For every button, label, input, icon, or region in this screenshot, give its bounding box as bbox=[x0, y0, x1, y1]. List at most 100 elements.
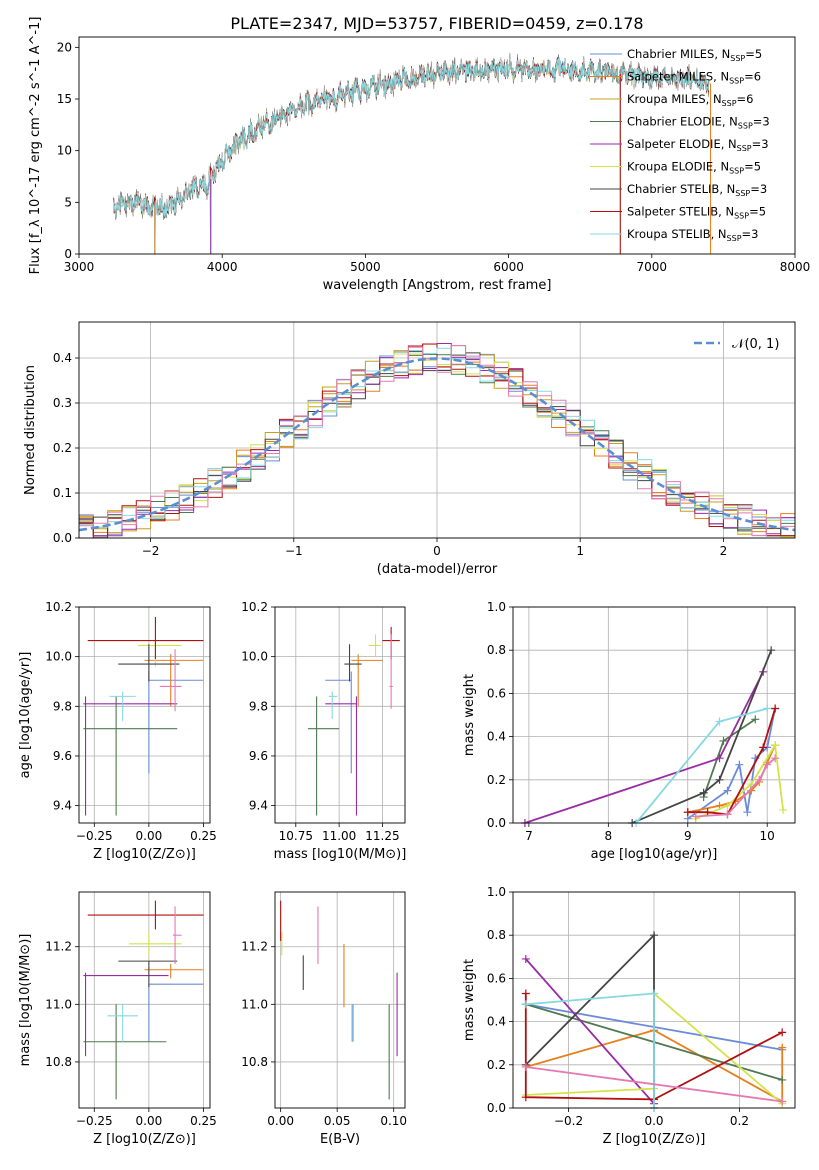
spectrum-model-line-9 bbox=[113, 57, 710, 254]
legend-label: Salpeter STELIB, NSSP=5 bbox=[627, 205, 766, 221]
y-tick-label: 5 bbox=[64, 195, 72, 209]
x-tick-label: 0.05 bbox=[324, 1114, 351, 1128]
y-axis-label: mass weight bbox=[462, 959, 477, 1041]
x-tick-label: −2 bbox=[142, 544, 160, 558]
weight-marker bbox=[715, 754, 724, 763]
y-tick-label: 11.0 bbox=[45, 997, 72, 1011]
axes-frame bbox=[78, 606, 211, 824]
weight-marker bbox=[719, 736, 728, 745]
axes-frame bbox=[78, 891, 211, 1109]
x-tick-label: 0.00 bbox=[136, 829, 163, 843]
x-tick-label: 5000 bbox=[350, 260, 381, 274]
y-axis-label: age [log10(age/yr)] bbox=[18, 652, 33, 779]
spectrum-model-line-6 bbox=[113, 57, 710, 254]
weight-marker bbox=[521, 989, 530, 998]
x-axis-label: age [log10(age/yr)] bbox=[591, 847, 718, 862]
y-tick-label: 0.4 bbox=[487, 730, 506, 744]
y-tick-label: 0.0 bbox=[487, 1101, 506, 1115]
y-tick-label: 0.2 bbox=[53, 441, 72, 455]
y-axis-label: mass weight bbox=[462, 674, 477, 756]
x-tick-label: 10.75 bbox=[279, 829, 313, 843]
y-axis-label: mass [log10(M/M⊙)] bbox=[18, 934, 33, 1067]
y-tick-label: 10.2 bbox=[241, 600, 268, 614]
x-tick-label: 8000 bbox=[780, 260, 811, 274]
x-tick-label: 0.10 bbox=[380, 1114, 407, 1128]
spectrum-panel: 3000 4000 5000 6000 7000 8000 0 5 10 15 20 waveleng… bbox=[28, 17, 810, 293]
x-tick-label: 0.25 bbox=[190, 829, 217, 843]
age-vs-metallicity-panel: −0.25 0.00 0.25 9.4 9.6 9.8 10.0 10.2 Z [log10(Z… bbox=[18, 600, 217, 862]
weight-marker bbox=[715, 775, 724, 784]
weight-marker bbox=[650, 931, 658, 940]
y-tick-label: 0.0 bbox=[53, 531, 72, 545]
weight-marker bbox=[751, 715, 760, 724]
x-tick-label: −0.2 bbox=[554, 1114, 583, 1128]
figure-title: PLATE=2347, MJD=53757, FIBERID=0459, z=0… bbox=[230, 14, 643, 33]
y-tick-label: 0.4 bbox=[53, 351, 72, 365]
weight-vs-age-panel: 7 8 9 10 0.0 0.2 0.4 0.6 0.8 1.0 age [log10(age/yr… bbox=[462, 600, 796, 862]
weight-marker bbox=[747, 780, 756, 789]
y-tick-label: 15 bbox=[57, 92, 72, 106]
axes-frame bbox=[274, 891, 406, 1109]
residual-histogram-9 bbox=[79, 347, 795, 537]
x-tick-label: 7 bbox=[525, 829, 533, 843]
weight-marker bbox=[521, 1093, 530, 1102]
weight-marker bbox=[778, 1043, 787, 1052]
weight-series-4 bbox=[525, 958, 655, 1105]
weight-marker bbox=[743, 808, 752, 817]
x-tick-label: 11.25 bbox=[365, 829, 399, 843]
weight-marker bbox=[723, 810, 732, 819]
x-tick-label: 2 bbox=[720, 544, 728, 558]
weight-series-9 bbox=[525, 1066, 783, 1103]
x-tick-label: 8 bbox=[605, 829, 613, 843]
legend-label: Kroupa ELODIE, NSSP=5 bbox=[627, 160, 761, 176]
weight-marker bbox=[771, 704, 780, 713]
y-tick-label: 10.0 bbox=[45, 650, 72, 664]
y-tick-label: 10.0 bbox=[241, 650, 268, 664]
weight-marker bbox=[771, 754, 780, 763]
axes-frame bbox=[78, 321, 796, 539]
y-axis-label: Normed distribution bbox=[23, 365, 38, 495]
weight-marker bbox=[763, 760, 772, 769]
legend-label: Kroupa MILES, NSSP=6 bbox=[627, 92, 753, 108]
y-tick-label: 20 bbox=[57, 40, 72, 54]
y-tick-label: 9.4 bbox=[249, 799, 268, 813]
weight-marker bbox=[521, 1062, 530, 1071]
y-tick-label: 1.0 bbox=[487, 885, 506, 899]
y-tick-label: 9.4 bbox=[53, 799, 72, 813]
normal-curve bbox=[78, 357, 796, 532]
weight-marker bbox=[521, 1000, 530, 1009]
x-tick-label: 4000 bbox=[207, 260, 238, 274]
weight-marker bbox=[778, 1028, 787, 1037]
x-tick-label: 3000 bbox=[64, 260, 95, 274]
x-tick-label: 0.0 bbox=[644, 1114, 663, 1128]
legend-label: Chabrier STELIB, NSSP=3 bbox=[627, 182, 767, 198]
weight-marker bbox=[755, 775, 764, 784]
weight-series-7 bbox=[524, 993, 783, 1101]
x-tick-label: 7000 bbox=[637, 260, 668, 274]
weight-marker bbox=[778, 1097, 787, 1106]
weight-marker bbox=[715, 717, 724, 726]
x-axis-label: mass [log10(M/M⊙)] bbox=[274, 847, 407, 862]
mass-vs-ebv-panel: 0.00 0.05 0.10 10.8 11.0 11.2 E(B-V) bbox=[241, 891, 407, 1147]
legend-label: 𝒩(0, 1) bbox=[732, 337, 779, 352]
y-axis-label: Flux [f_λ 10^-17 erg cm^-2 s^-1 A^-1] bbox=[28, 17, 43, 275]
mass-vs-metallicity-panel: −0.25 0.00 0.25 10.8 11.0 11.2 Z [log10(Z/Z⊙)]… bbox=[18, 891, 217, 1147]
weight-marker bbox=[683, 808, 692, 817]
axes-frame bbox=[512, 891, 796, 1109]
x-tick-label: 10 bbox=[760, 829, 775, 843]
y-tick-label: 9.8 bbox=[249, 699, 268, 713]
weight-vs-metallicity-panel: −0.2 0.0 0.2 0.0 0.2 0.4 0.6 0.8 1.0 Z [log10(Z/Z… bbox=[462, 885, 796, 1147]
y-tick-label: 9.8 bbox=[53, 699, 72, 713]
weight-marker bbox=[771, 741, 780, 750]
y-tick-label: 0 bbox=[64, 247, 72, 261]
weight-marker bbox=[650, 989, 658, 998]
y-tick-label: 11.2 bbox=[45, 940, 72, 954]
y-tick-label: 9.6 bbox=[249, 749, 268, 763]
x-tick-label: 0.25 bbox=[190, 1114, 217, 1128]
y-tick-label: 0.2 bbox=[487, 1058, 506, 1072]
y-tick-label: 10 bbox=[57, 144, 72, 158]
y-tick-label: 0.8 bbox=[487, 643, 506, 657]
x-tick-label: 0.2 bbox=[730, 1114, 749, 1128]
y-tick-label: 0.8 bbox=[487, 928, 506, 942]
